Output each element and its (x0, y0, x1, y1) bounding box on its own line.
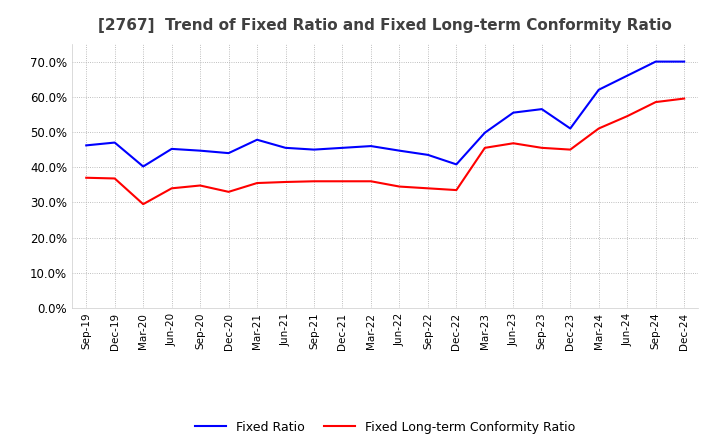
Fixed Long-term Conformity Ratio (366, 179, 375, 184)
Fixed Long-term Conformity Ratio (623, 114, 631, 119)
Fixed Ratio (537, 106, 546, 112)
Fixed Ratio (225, 150, 233, 156)
Fixed Long-term Conformity Ratio (480, 145, 489, 150)
Fixed Long-term Conformity Ratio (395, 184, 404, 189)
Fixed Long-term Conformity Ratio (167, 186, 176, 191)
Fixed Long-term Conformity Ratio (310, 179, 318, 184)
Fixed Ratio (452, 162, 461, 167)
Fixed Ratio (395, 148, 404, 153)
Fixed Ratio (338, 145, 347, 150)
Fixed Long-term Conformity Ratio (680, 96, 688, 101)
Fixed Long-term Conformity Ratio (566, 147, 575, 152)
Fixed Ratio (82, 143, 91, 148)
Fixed Ratio (652, 59, 660, 64)
Fixed Ratio (253, 137, 261, 143)
Fixed Long-term Conformity Ratio (110, 176, 119, 181)
Fixed Long-term Conformity Ratio (652, 99, 660, 105)
Fixed Ratio (623, 73, 631, 78)
Fixed Ratio (139, 164, 148, 169)
Fixed Long-term Conformity Ratio (196, 183, 204, 188)
Fixed Ratio (167, 146, 176, 151)
Fixed Long-term Conformity Ratio (82, 175, 91, 180)
Fixed Long-term Conformity Ratio (253, 180, 261, 186)
Fixed Long-term Conformity Ratio (537, 145, 546, 150)
Fixed Long-term Conformity Ratio (282, 180, 290, 185)
Fixed Long-term Conformity Ratio (595, 126, 603, 131)
Fixed Long-term Conformity Ratio (338, 179, 347, 184)
Fixed Ratio (110, 140, 119, 145)
Fixed Ratio (566, 126, 575, 131)
Fixed Ratio (282, 145, 290, 150)
Fixed Ratio (509, 110, 518, 115)
Fixed Ratio (310, 147, 318, 152)
Title: [2767]  Trend of Fixed Ratio and Fixed Long-term Conformity Ratio: [2767] Trend of Fixed Ratio and Fixed Lo… (99, 18, 672, 33)
Fixed Long-term Conformity Ratio (452, 187, 461, 193)
Fixed Long-term Conformity Ratio (509, 141, 518, 146)
Fixed Ratio (480, 130, 489, 136)
Legend: Fixed Ratio, Fixed Long-term Conformity Ratio: Fixed Ratio, Fixed Long-term Conformity … (190, 416, 580, 439)
Fixed Ratio (680, 59, 688, 64)
Line: Fixed Ratio: Fixed Ratio (86, 62, 684, 166)
Line: Fixed Long-term Conformity Ratio: Fixed Long-term Conformity Ratio (86, 99, 684, 204)
Fixed Long-term Conformity Ratio (139, 202, 148, 207)
Fixed Ratio (595, 87, 603, 92)
Fixed Long-term Conformity Ratio (225, 189, 233, 194)
Fixed Ratio (196, 148, 204, 153)
Fixed Ratio (366, 143, 375, 149)
Fixed Ratio (423, 152, 432, 158)
Fixed Long-term Conformity Ratio (423, 186, 432, 191)
